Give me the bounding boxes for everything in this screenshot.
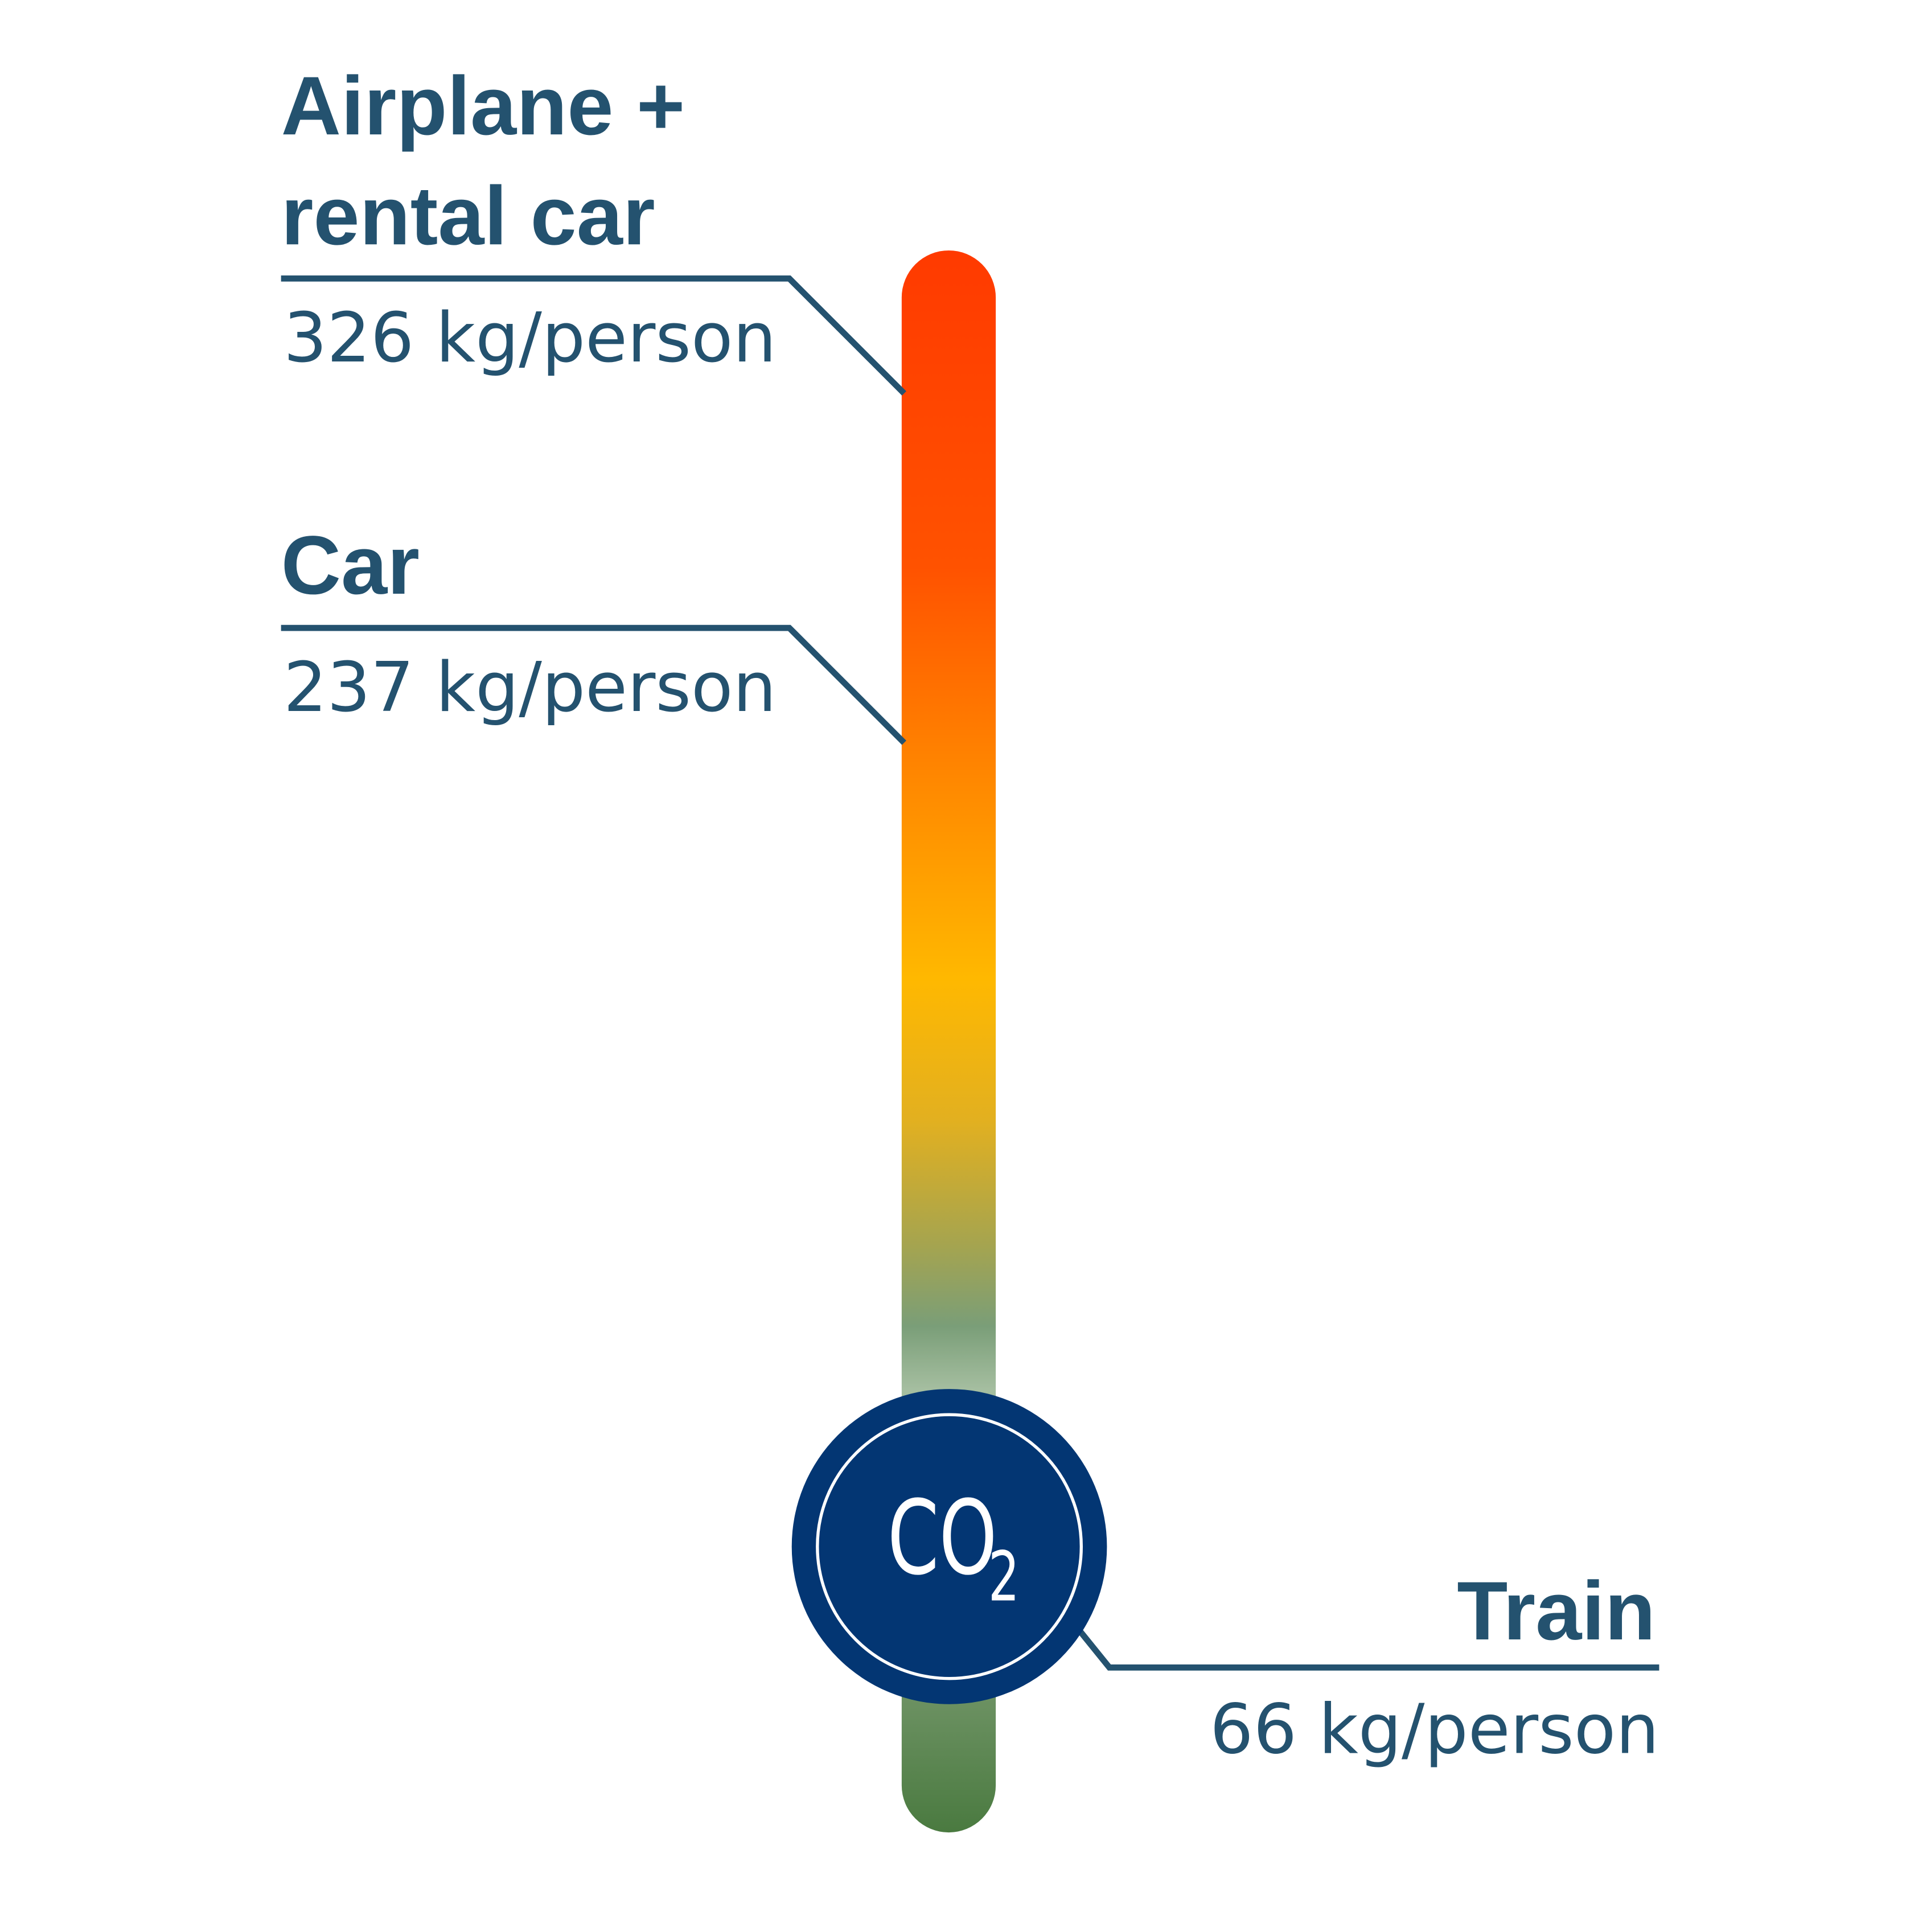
leader-line-car xyxy=(281,624,906,745)
label-car: Car 237 kg/person xyxy=(281,519,777,727)
category-title: Train xyxy=(1457,1564,1656,1657)
co2-label: CO xyxy=(888,1479,997,1598)
category-title: rental car xyxy=(281,169,655,262)
label-train: Train 66 kg/person xyxy=(1210,1564,1659,1770)
category-title: Airplane + xyxy=(281,59,685,152)
label-airplane: Airplane + rental car 326 kg/person xyxy=(281,59,777,378)
co2-badge: CO 2 xyxy=(791,1389,1107,1704)
value-label: 237 kg/person xyxy=(284,648,777,727)
leader-line-airplane xyxy=(281,275,906,396)
value-label: 326 kg/person xyxy=(284,298,777,378)
value-label: 66 kg/person xyxy=(1210,1690,1659,1770)
category-title: Car xyxy=(281,519,420,611)
co2-subscript: 2 xyxy=(988,1537,1020,1617)
